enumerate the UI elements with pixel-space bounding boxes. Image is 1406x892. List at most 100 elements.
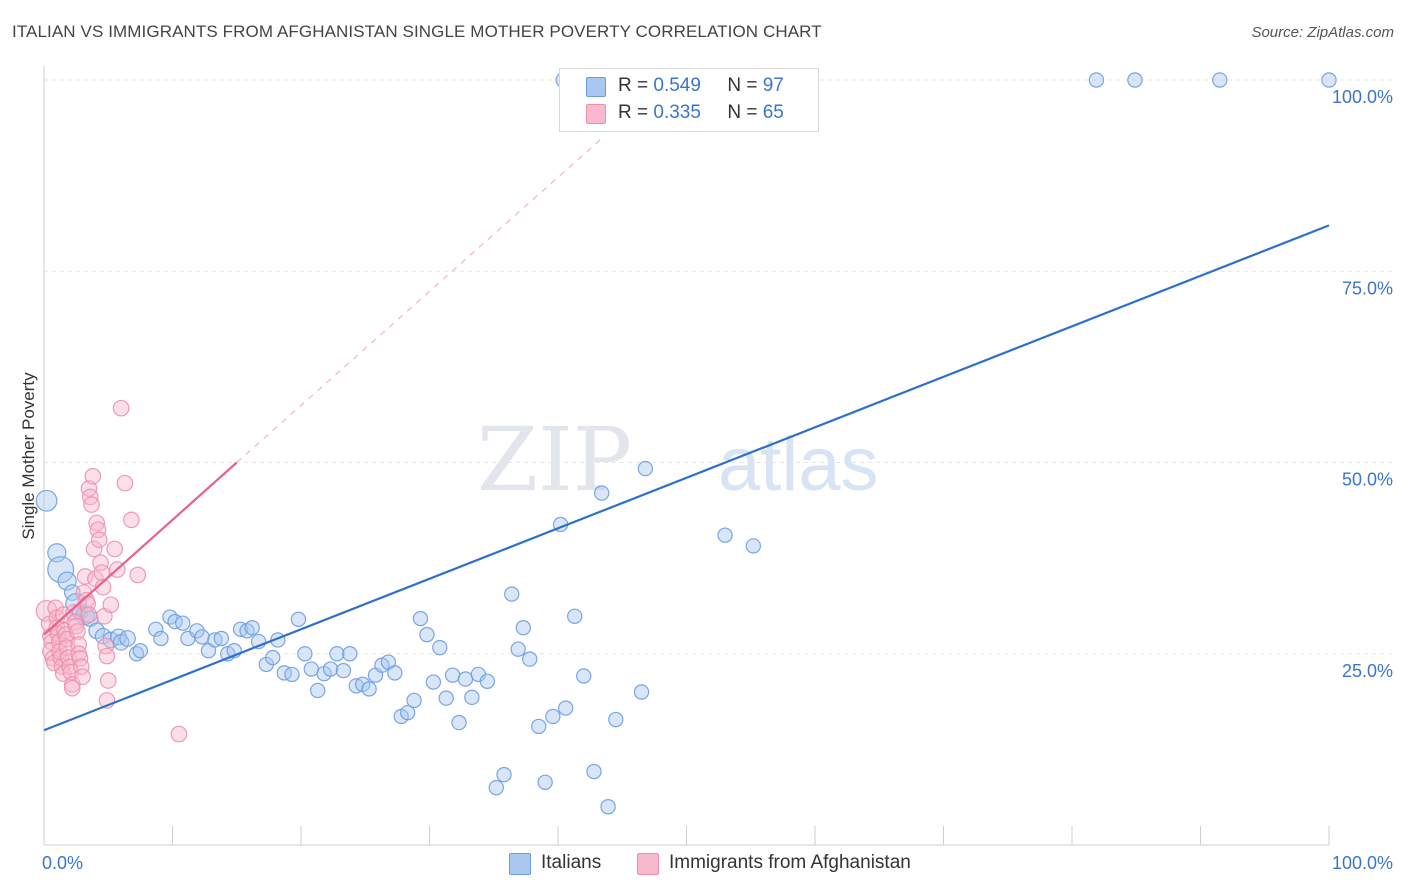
legend-swatch-italians [586,77,606,97]
italians-point [515,620,532,636]
afghanistan-point [71,649,89,667]
italians-point [545,708,561,725]
legend-n-label: N = [727,102,758,123]
y-tick-label: 100.0% [1332,87,1393,107]
italians-point [329,646,345,662]
italians-point [361,681,377,697]
italians-point [637,460,654,477]
legend-r-value-italians: 0.549 [653,75,701,96]
italians-point [297,646,313,662]
italians-point [335,662,352,679]
afghanistan-point [170,725,188,743]
source-label: Source: ZipAtlas.com [1251,24,1394,41]
afghanistan-point [94,578,112,596]
series-legend: Italians Immigrants from Afghanistan [0,852,1406,880]
italians-point [412,610,429,627]
legend-r-label: R = [618,102,649,123]
afghanistan-trend-line [43,461,238,636]
y-tick-label: 75.0% [1342,278,1393,298]
italians-point [265,649,281,666]
afghanistan-point [80,480,98,497]
italians-point [1321,72,1337,88]
italians-point [175,615,191,631]
afghanistan-point [74,668,91,686]
correlation-legend: R = 0.549 N = 97 R = 0.335 N = 65 [559,68,819,132]
italians-point [310,682,326,699]
afghanistan-point [76,568,94,585]
italians-point [119,630,136,647]
afghanistan-point [98,647,116,665]
watermark: ZIP atlas [477,408,879,511]
italians-point [496,766,512,783]
legend-r-label: R = [618,75,649,96]
legend-n-value-italians: 97 [762,75,784,96]
legend-n-label: N = [727,75,758,96]
italians-point [600,799,616,815]
y-tick-label: 50.0% [1342,470,1393,490]
watermark-atlas: atlas [718,422,879,507]
legend-swatch-afghanistan [586,104,606,124]
italians-point [531,718,547,735]
afghanistan-point [63,679,81,697]
italians-point [504,586,520,602]
italians-point [88,622,106,640]
afghanistan-point [84,467,102,485]
tick-labels: 25.0% 50.0% 75.0% 100.0% 0.0% 100.0% [42,87,1393,873]
italians-point [633,684,650,700]
afghanistan-point [85,540,103,558]
x-tick-label: 100.0% [1332,853,1393,873]
afghanistan-point [112,399,130,417]
italians-point [457,671,474,687]
legend-label-afghanistan: Immigrants from Afghanistan [669,852,911,873]
series-italians [35,72,1337,815]
italians-point [438,690,454,706]
italians-point [745,538,762,554]
afghanistan-point [102,596,120,614]
italians-point [194,629,210,645]
chart-title: ITALIAN VS IMMIGRANTS FROM AFGHANISTAN S… [12,22,822,41]
italians-point [1088,72,1105,88]
afghanistan-point [83,496,100,513]
afghanistan-point [106,540,124,558]
italians-point [432,639,448,656]
x-tick-label: 0.0% [42,853,83,873]
italians-point [189,623,205,639]
italians-point [451,714,467,731]
italians-point [148,621,164,637]
afghanistan-point [80,606,98,624]
italians-point [342,646,358,662]
italians-point [399,704,416,721]
axes [43,66,1330,846]
italians-point [290,611,307,628]
italians-point [464,689,480,706]
afghanistan-point [67,617,85,635]
italians-point [322,661,339,677]
italians-point [488,779,505,796]
italians-point [213,630,230,647]
afghanistan-point [129,566,147,584]
italians-point [153,630,169,647]
italians-point [479,673,496,689]
legend-swatch-italians [509,853,531,875]
legend-swatch-afghanistan [637,853,659,875]
italians-point [425,674,442,690]
series-afghanistan [35,399,188,743]
italians-point [608,711,624,728]
italians-point [47,556,75,584]
italians-point [406,692,422,709]
legend-r-value-afghanistan: 0.335 [653,102,701,123]
italians-point [558,700,574,716]
italians-point [510,641,526,657]
italians-point [717,527,733,543]
y-tick-label: 25.0% [1342,661,1393,681]
trend-lines [43,136,1330,732]
italians-point [387,665,403,681]
italians-point [419,626,435,643]
italians-point [303,661,319,677]
afghanistan-point [88,514,106,532]
italians-point [586,763,602,780]
afghanistan-point [70,636,88,653]
italians-point [57,571,77,591]
italians-point [576,668,592,684]
